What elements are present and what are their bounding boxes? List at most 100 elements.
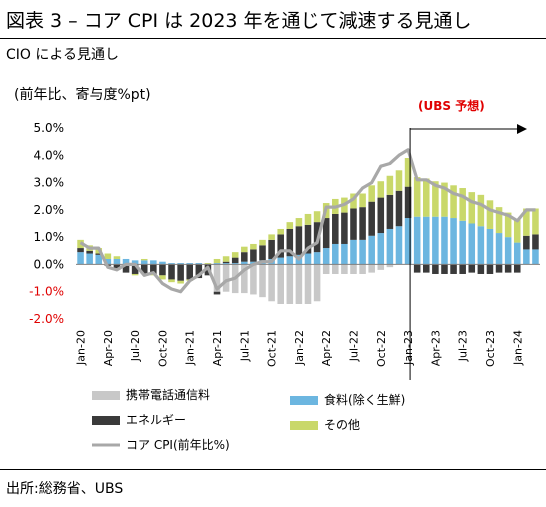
bar-segment bbox=[286, 228, 294, 257]
bar-segment bbox=[332, 264, 339, 274]
bar-segment bbox=[86, 253, 93, 265]
y-tick-label: -2.0% bbox=[29, 312, 64, 326]
bar-segment bbox=[195, 263, 203, 265]
forecast-arrow-head bbox=[517, 124, 527, 134]
bar-segment bbox=[104, 258, 112, 265]
bar-segment bbox=[468, 223, 476, 265]
bar-segment bbox=[459, 188, 466, 221]
bar-segment bbox=[413, 216, 421, 265]
bar-segment bbox=[413, 264, 421, 273]
bar-segment bbox=[131, 264, 139, 274]
bar-segment bbox=[404, 218, 412, 265]
bar-segment bbox=[204, 263, 212, 265]
x-tick-label: Jan-23 bbox=[402, 330, 415, 366]
bar-segment bbox=[213, 263, 221, 265]
bar-segment bbox=[222, 263, 230, 265]
x-tick-label: Jul-21 bbox=[238, 330, 251, 362]
bar-segment bbox=[477, 194, 485, 227]
bar-segment bbox=[231, 252, 239, 258]
bar-segment bbox=[332, 243, 339, 265]
bar-segment bbox=[304, 213, 312, 225]
bar-segment bbox=[377, 264, 385, 270]
bar-segment bbox=[277, 228, 284, 235]
x-tick-label: Jul-20 bbox=[129, 330, 142, 362]
bar-segment bbox=[313, 211, 321, 223]
bar-segment bbox=[359, 193, 366, 208]
bar-segment bbox=[386, 264, 394, 268]
chart-title: 図表 3 – コア CPI は 2023 年を通じて減速する見通し bbox=[6, 10, 472, 32]
bar-segment bbox=[131, 260, 139, 265]
bar-segment bbox=[504, 264, 512, 273]
bar-segment bbox=[441, 264, 448, 274]
bar-segment bbox=[159, 275, 166, 280]
bar-segment bbox=[495, 233, 503, 265]
bar-segment bbox=[168, 264, 175, 280]
bar-segment bbox=[395, 190, 403, 227]
legend-other-swatch bbox=[290, 421, 318, 430]
bar-segment bbox=[350, 193, 357, 209]
bar-segment bbox=[140, 260, 148, 265]
bar-segment bbox=[341, 243, 348, 265]
bar-segment bbox=[513, 242, 521, 265]
bar-segment bbox=[350, 208, 357, 240]
title-divider bbox=[0, 38, 546, 39]
bar-segment bbox=[159, 264, 166, 276]
bar-segment bbox=[450, 185, 457, 219]
bar-segment bbox=[213, 258, 221, 264]
bar-segment bbox=[77, 248, 84, 253]
bar-segment bbox=[241, 261, 248, 265]
bar-segment bbox=[168, 279, 175, 283]
x-tick-label: Oct-20 bbox=[156, 330, 169, 367]
bar-segment bbox=[423, 178, 430, 217]
bar-segment bbox=[304, 264, 312, 304]
x-tick-label: Oct-21 bbox=[266, 330, 279, 367]
bar-segment bbox=[213, 264, 221, 292]
legend-core-cpi-label: コア CPI(前年比%) bbox=[126, 437, 230, 452]
bar-segment bbox=[286, 264, 294, 304]
bar-segment bbox=[140, 264, 148, 274]
bar-segment bbox=[159, 261, 166, 265]
bar-segment bbox=[432, 264, 439, 274]
footer-divider bbox=[0, 469, 546, 470]
bar-segment bbox=[532, 208, 539, 235]
x-tick-label: Apr-23 bbox=[429, 330, 442, 366]
bar-segment bbox=[277, 234, 284, 258]
bar-segment bbox=[250, 243, 257, 250]
bar-segment bbox=[386, 228, 394, 265]
bar-segment bbox=[386, 175, 394, 195]
bar-segment bbox=[213, 291, 221, 295]
bar-segment bbox=[313, 264, 321, 302]
legend-other-label: その他 bbox=[324, 418, 360, 432]
bar-segment bbox=[532, 249, 539, 265]
bar-segment bbox=[322, 248, 330, 265]
bar-segment bbox=[504, 212, 512, 238]
bar-segment bbox=[450, 264, 457, 274]
bar-segment bbox=[486, 264, 494, 274]
x-tick-label: Apr-20 bbox=[102, 330, 115, 366]
bar-segment bbox=[277, 257, 284, 265]
bar-segment bbox=[395, 226, 403, 265]
bar-segment bbox=[359, 239, 366, 265]
legend-energy-label: エネルギー bbox=[126, 413, 186, 427]
bar-segment bbox=[95, 253, 103, 255]
bar-segment bbox=[122, 258, 130, 265]
bar-segment bbox=[468, 264, 476, 273]
x-tick-label: Jan-20 bbox=[75, 330, 88, 366]
bar-segment bbox=[113, 256, 121, 259]
bar-segment bbox=[241, 252, 248, 262]
bar-segment bbox=[341, 212, 348, 244]
bar-segment bbox=[495, 264, 503, 273]
bar-segment bbox=[177, 280, 184, 284]
bar-segment bbox=[286, 222, 294, 229]
bar-segment bbox=[386, 194, 394, 229]
bar-segment bbox=[359, 264, 366, 274]
bar-segment bbox=[432, 216, 439, 265]
bar-segment bbox=[250, 264, 257, 295]
bar-segment bbox=[113, 264, 121, 270]
bar-segment bbox=[241, 264, 248, 294]
bar-segment bbox=[322, 218, 330, 249]
bar-segment bbox=[268, 264, 275, 302]
bar-segment bbox=[277, 264, 284, 304]
x-tick-label: Jul-23 bbox=[457, 330, 470, 362]
bar-segment bbox=[450, 218, 457, 265]
